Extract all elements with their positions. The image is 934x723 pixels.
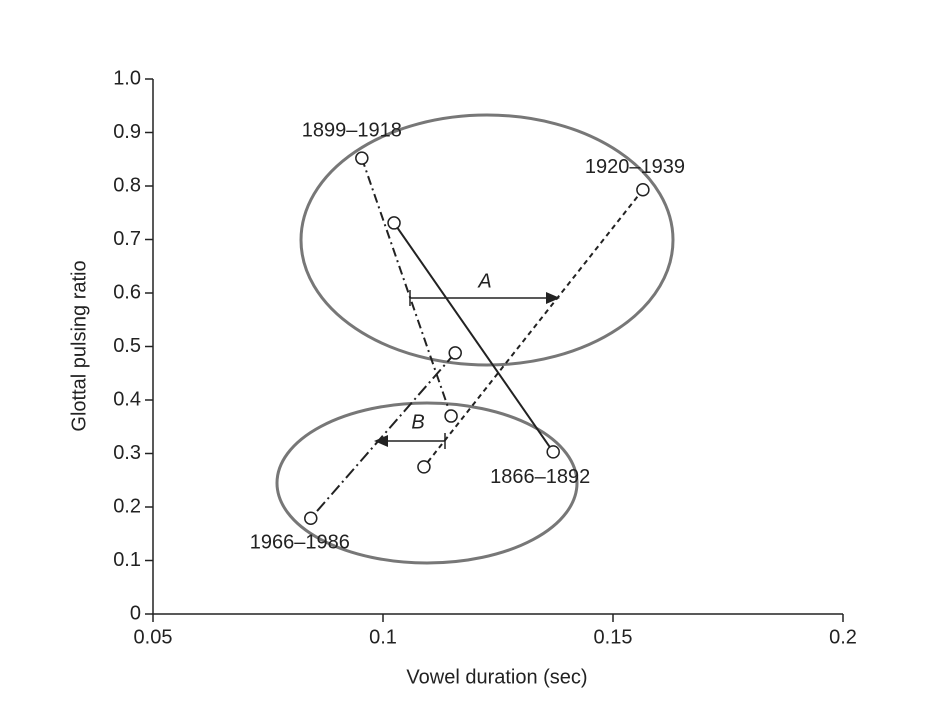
point: [417, 460, 431, 474]
y-tick-label: 0.2: [113, 495, 141, 517]
x-tick-label: 0.15: [594, 626, 633, 648]
series-label: 1966–1986: [250, 532, 350, 554]
point: [444, 409, 458, 423]
point: [304, 511, 318, 525]
series-line: [393, 222, 555, 453]
y-tick-label: 0: [130, 602, 141, 624]
group-ellipse: [275, 401, 579, 565]
point: [387, 216, 401, 230]
x-tick-label: 0.05: [134, 626, 173, 648]
point: [448, 346, 462, 360]
y-tick-label: 0.6: [113, 281, 141, 303]
x-tick-label: 0.1: [369, 626, 397, 648]
y-tick-label: 1.0: [113, 67, 141, 89]
series-line: [423, 189, 644, 468]
y-tick-label: 0.7: [113, 228, 141, 250]
y-tick-label: 0.4: [113, 388, 141, 410]
y-tick-label: 0.3: [113, 442, 141, 464]
series-line: [360, 157, 453, 417]
point: [636, 182, 650, 197]
annotation: A: [477, 270, 491, 292]
y-tick-label: 0.9: [113, 121, 141, 143]
series-label: 1920–1939: [585, 156, 685, 178]
arrow-head: [546, 292, 560, 304]
x-tick-label: 0.2: [829, 626, 857, 648]
group-ellipse: [299, 113, 675, 367]
arrow-head: [374, 435, 388, 447]
annotation: B: [411, 411, 424, 433]
series-line: [310, 352, 456, 519]
point: [546, 445, 560, 459]
x-axis-label: Vowel duration (sec): [406, 666, 587, 688]
point: [355, 151, 369, 165]
series-label: 1899–1918: [302, 119, 402, 141]
y-tick-label: 0.5: [113, 335, 141, 357]
y-axis-label: Glottal pulsing ratio: [68, 260, 90, 431]
series-label: 1866–1892: [490, 466, 590, 488]
y-tick-label: 0.8: [113, 174, 141, 196]
y-tick-label: 0.1: [113, 549, 141, 571]
